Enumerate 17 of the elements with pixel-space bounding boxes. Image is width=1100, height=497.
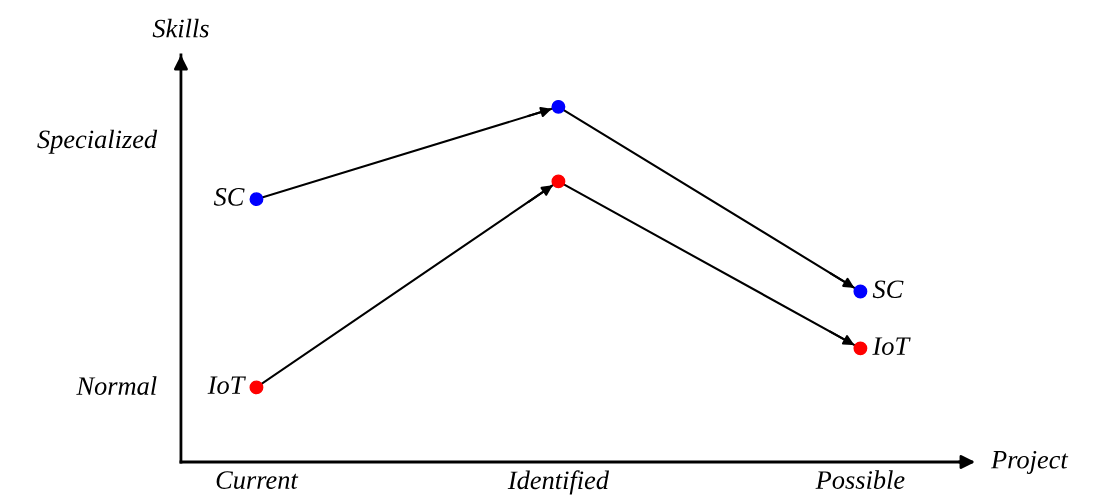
point (853, 341, 868, 356)
x-axis-title: Project (990, 450, 1069, 474)
x-tick-label: Possible (815, 470, 905, 489)
legend-label: IoT (872, 337, 911, 355)
x-tick-label: Identified (507, 470, 610, 495)
point (551, 174, 566, 189)
point (551, 99, 566, 114)
point (249, 380, 264, 395)
point (853, 284, 868, 299)
y-axis-title: Skills (152, 18, 209, 38)
text: SC (213, 188, 245, 206)
x-tick-label: Current (216, 471, 299, 489)
text: Normal (76, 376, 157, 395)
text: IoT (207, 376, 246, 395)
legend-label: SC (872, 280, 904, 299)
point (249, 192, 264, 207)
text: Specialized (37, 129, 158, 154)
